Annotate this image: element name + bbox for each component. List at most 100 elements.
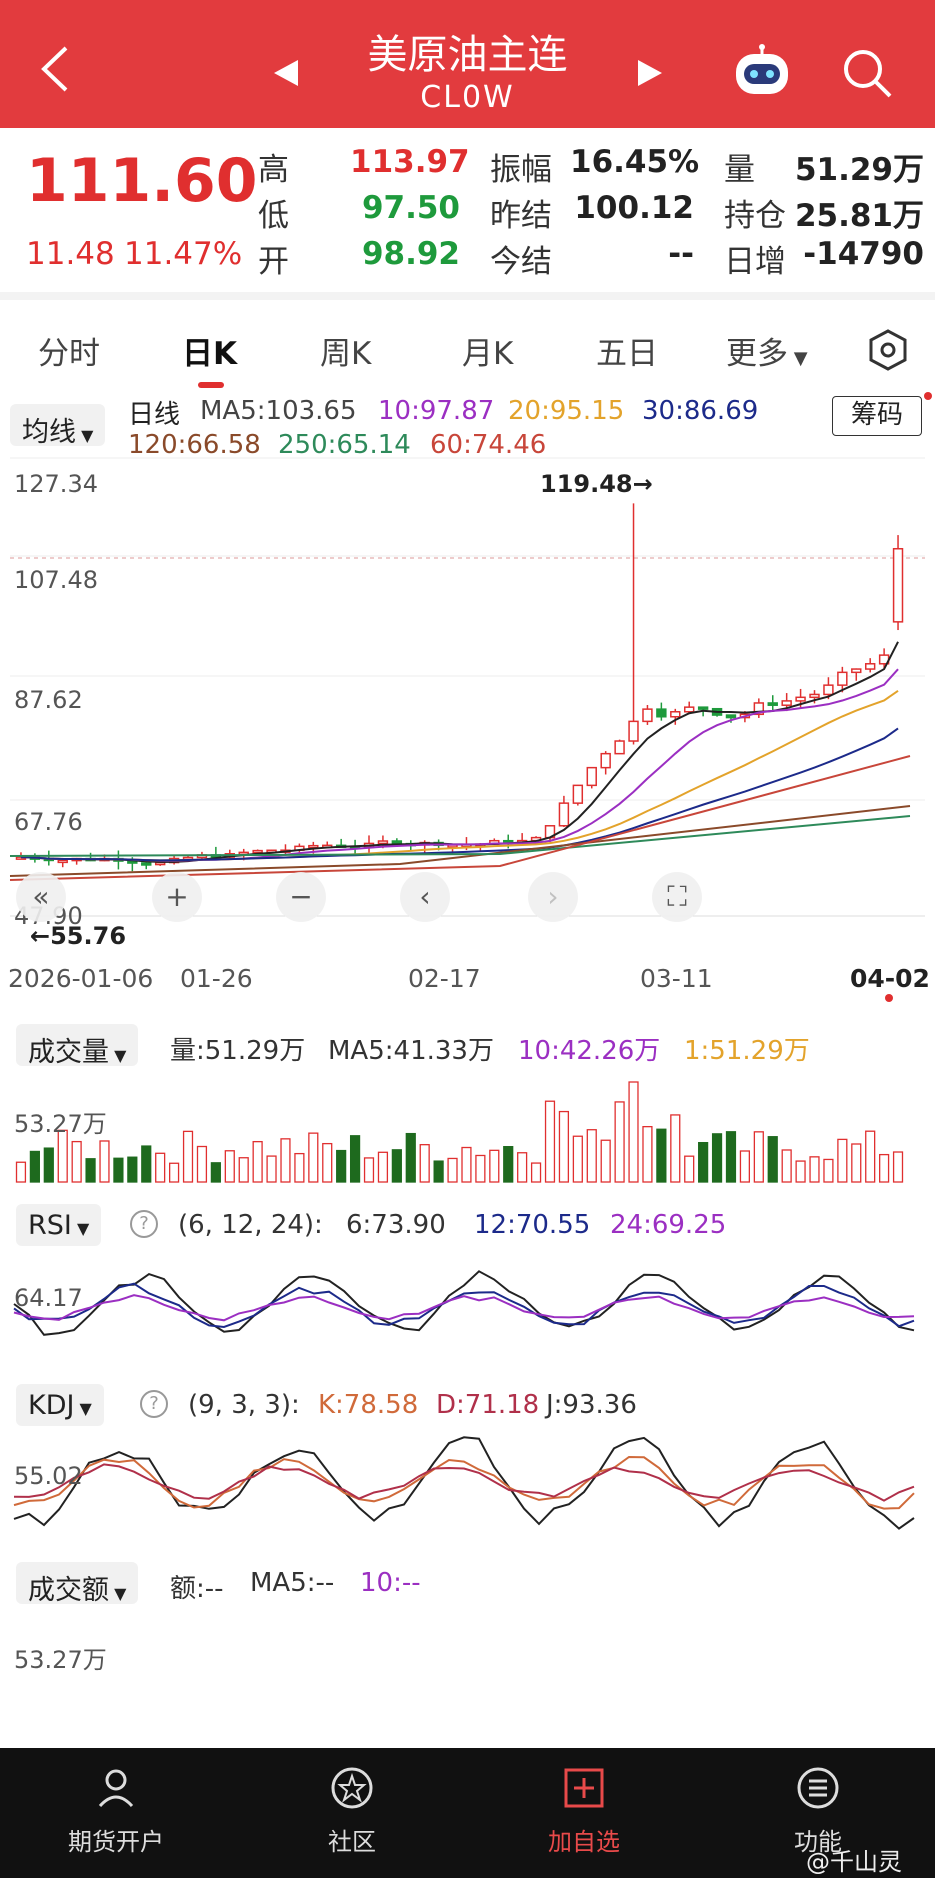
candlestick-chart[interactable] [0, 456, 935, 956]
menu-icon [797, 1767, 839, 1809]
volume-bar [252, 1140, 263, 1183]
help-icon[interactable]: ? [140, 1390, 168, 1418]
tab-more[interactable]: 更多 ▼ [726, 328, 808, 373]
volume-bar [405, 1132, 416, 1183]
change-value: 11.48 [26, 236, 115, 272]
volume-axis-tick: 53.27万 [14, 1110, 107, 1138]
kdj-k-legend: K:78.58 [318, 1390, 419, 1420]
volume-bar [809, 1156, 820, 1183]
volume-bar [127, 1156, 138, 1183]
oi-change-value: -14790 [803, 236, 924, 272]
nav-functions[interactable]: 功能 [718, 1748, 918, 1857]
volume-bar [336, 1149, 347, 1183]
volume-bar [698, 1141, 709, 1183]
current-date-dot [885, 994, 893, 1002]
volume-bar [391, 1149, 402, 1183]
candle-body [823, 684, 834, 696]
tab-weekly-k[interactable]: 周K [320, 336, 372, 372]
date-axis-tick: 03-11 [640, 964, 713, 993]
next-arrow-icon[interactable] [636, 58, 664, 88]
volume-value-legend: 量:51.29万 [170, 1036, 306, 1066]
volume-bar [517, 1152, 528, 1183]
date-axis-tick: 02-17 [408, 964, 481, 993]
legend-ma250: 250:65.14 [278, 430, 411, 460]
tab-five-day[interactable]: 五日 [596, 336, 658, 372]
open-interest-value: 25.81万 [794, 198, 924, 234]
volume-bar [71, 1140, 82, 1183]
volume-bar [865, 1130, 876, 1183]
scroll-to-start-icon[interactable]: « [16, 872, 66, 922]
kdj-params: (9, 3, 3): [188, 1390, 300, 1420]
indicator-selector-rsi[interactable]: RSI ▼ [16, 1204, 102, 1246]
ma120-line [9, 805, 911, 877]
volume-bar [489, 1149, 500, 1183]
volume-bar [308, 1132, 319, 1183]
zoom-in-icon[interactable]: + [152, 872, 202, 922]
prev-arrow-icon[interactable] [272, 58, 300, 88]
tab-daily-k[interactable]: 日K [182, 336, 238, 372]
chip-distribution-button[interactable]: 筹码 [832, 396, 922, 436]
kdj-selector-label: KDJ [28, 1390, 75, 1421]
volume-bar [349, 1135, 361, 1183]
volume-bar [600, 1139, 611, 1183]
amplitude-label: 振幅 [490, 152, 552, 188]
candle-body [642, 708, 653, 723]
rsi12-line [13, 1282, 915, 1329]
chevron-down-icon: ▼ [788, 348, 808, 369]
date-axis-tick: 01-26 [180, 964, 253, 993]
tab-intraday[interactable]: 分时 [38, 336, 100, 372]
candle-body [892, 547, 904, 623]
volume-bar [182, 1130, 194, 1183]
zoom-out-icon[interactable]: − [276, 872, 326, 922]
nav-open-account[interactable]: 期货开户 [16, 1748, 216, 1857]
indicator-selector-kdj[interactable]: KDJ ▼ [16, 1384, 104, 1426]
price-axis-tick: 87.62 [14, 686, 83, 714]
kdj-d-line [13, 1463, 915, 1502]
settle-value: -- [668, 236, 694, 272]
account-icon [98, 1769, 134, 1808]
nav-community[interactable]: 社区 [252, 1748, 452, 1857]
volume-bar [879, 1153, 890, 1183]
volume-bar [558, 1110, 570, 1183]
indicator-selector-volume[interactable]: 成交量 ▼ [16, 1024, 139, 1068]
fullscreen-icon[interactable]: ⛶ [652, 872, 702, 922]
volume-bar [892, 1151, 904, 1183]
pan-left-icon[interactable]: ‹ [400, 872, 450, 922]
rsi6-legend: 6:73.90 [346, 1210, 446, 1240]
indicator-selector-ma[interactable]: 均线 ▼ [10, 404, 106, 448]
pan-right-icon[interactable]: › [528, 872, 578, 922]
candle-body [851, 668, 862, 674]
settings-hexagon-icon[interactable] [866, 328, 910, 372]
legend-ma5: MA5:103.65 [200, 396, 357, 426]
robot-icon[interactable] [730, 44, 794, 100]
volume-bar [837, 1138, 848, 1183]
amount-axis-tick: 53.27万 [14, 1646, 107, 1674]
open-value: 98.92 [361, 236, 460, 272]
volume-bar [15, 1161, 27, 1183]
volume-bar [85, 1158, 96, 1183]
back-icon[interactable] [36, 44, 72, 94]
volume-bar [196, 1145, 208, 1183]
candle-body [572, 784, 584, 804]
search-icon[interactable] [840, 46, 894, 100]
watermark: @千山灵 [806, 1848, 902, 1876]
high-label: 高 [258, 152, 289, 188]
indicator-selector-amount[interactable]: 成交额 ▼ [16, 1562, 139, 1606]
ma-line [20, 727, 899, 862]
volume-bar [670, 1114, 681, 1183]
help-icon[interactable]: ? [130, 1210, 158, 1238]
candle-body [697, 706, 709, 710]
community-star-icon [331, 1767, 373, 1809]
nav-label: 功能 [794, 1828, 842, 1856]
legend-ma120: 120:66.58 [128, 430, 261, 460]
rsi24-legend: 24:69.25 [610, 1210, 727, 1240]
settle-label: 今结 [490, 244, 552, 280]
candle-body [795, 696, 806, 702]
volume-bar [711, 1133, 723, 1183]
chevron-down-icon: ▼ [109, 1046, 127, 1065]
tab-monthly-k[interactable]: 月K [462, 336, 514, 372]
nav-add-watchlist[interactable]: 加自选 [484, 1748, 684, 1857]
candle-body [600, 752, 611, 769]
volume-bar [656, 1128, 667, 1183]
volume-bar [210, 1162, 221, 1183]
